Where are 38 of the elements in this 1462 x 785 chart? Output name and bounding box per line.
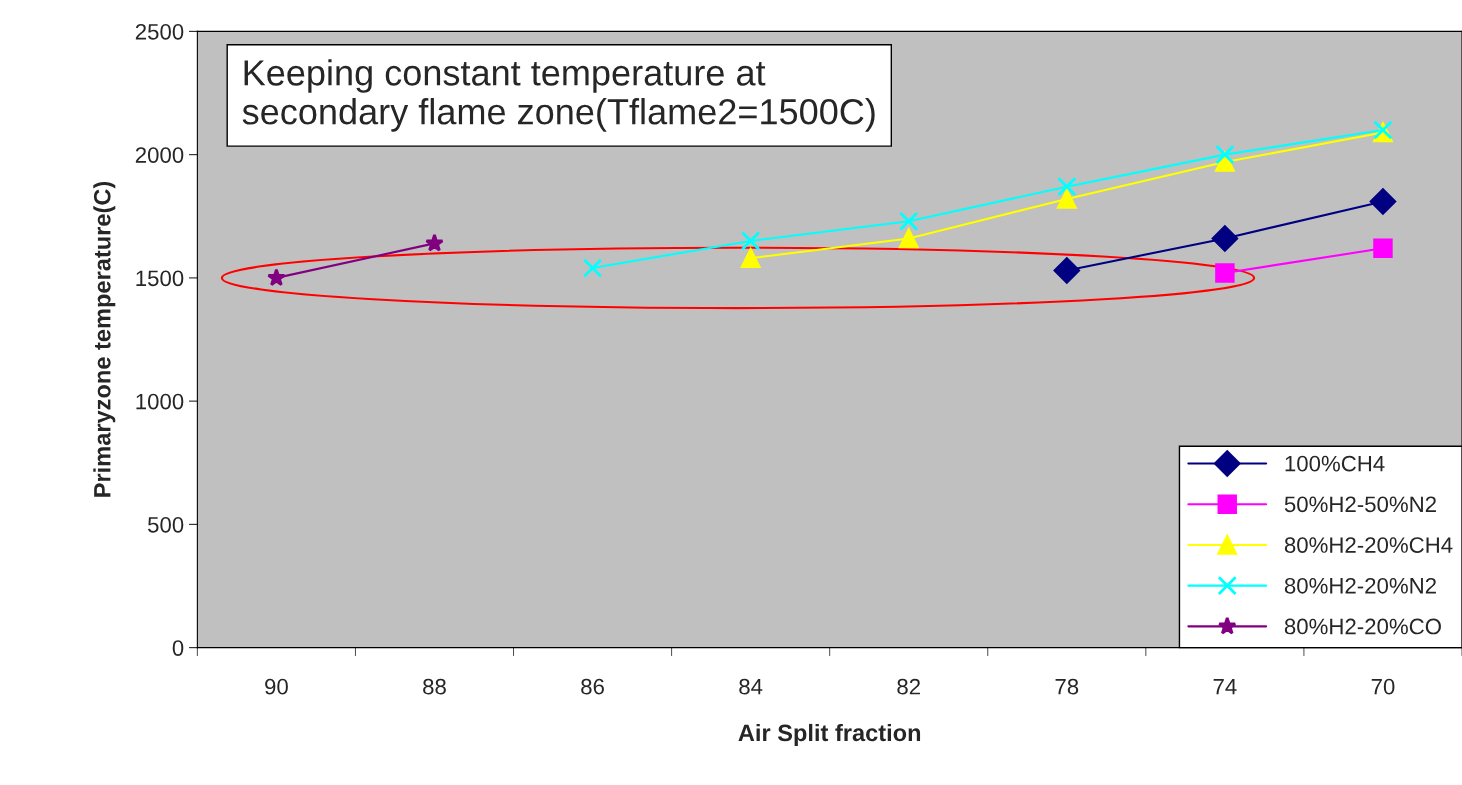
point [1057,176,1077,197]
y-tick-label: 2500 [135,23,184,40]
legend-label: 100%CH4 [1285,455,1385,472]
annotation: Keeping constant temperature at secondary flame zone(Tflame2=1500C) [242,59,875,132]
x-tick-label: 74 [1213,679,1237,695]
point [1373,238,1393,259]
x-tick-label: 88 [423,678,446,695]
legend-label: 50%H2-50%N2 [1284,496,1436,513]
point [1215,144,1235,165]
x-axis-title: Air Split fraction [738,723,921,746]
y-tick-label: 0 [172,640,184,656]
point [1053,257,1080,284]
point [425,233,444,252]
point [740,248,761,268]
point [1211,225,1239,252]
point [1057,189,1077,209]
legend-label: 80%H2-20%CH4 [1284,537,1453,553]
y-tick-label: 1500 [136,270,184,287]
x-tick-label: 70 [1371,678,1395,695]
point [740,231,761,251]
point [899,211,919,231]
x-tick-label: 84 [739,678,763,695]
x-tick-label: 82 [897,678,920,695]
point [582,258,603,278]
legend-label: 80%H2-20%CO [1284,618,1441,635]
point [899,228,919,249]
legend-label: 80%H2-20%N2 [1284,577,1436,594]
x-tick-label: 90 [265,678,288,695]
y-axis-title: Primaryzone temperature(C) [93,181,116,497]
point [267,268,286,287]
x-tick-label: 86 [581,678,604,695]
y-tick-label: 1000 [136,393,184,410]
x-tick-label: 78 [1055,678,1079,695]
y-tick-label: 2000 [135,147,184,163]
point [1215,263,1235,283]
point [1215,152,1235,172]
point [1369,188,1397,215]
y-tick-label: 500 [147,516,184,533]
